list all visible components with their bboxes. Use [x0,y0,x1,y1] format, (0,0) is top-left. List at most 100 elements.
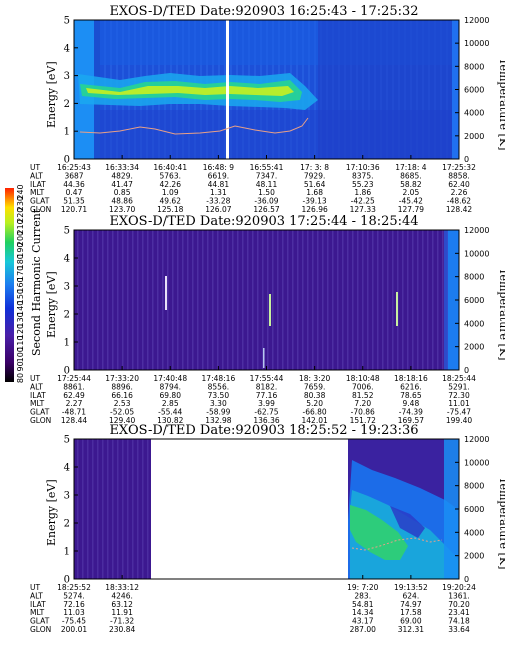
y-tick-label: 3 [64,491,70,502]
y-tick-label: 5 [64,16,70,27]
orbit-row-label: GLAT [30,617,50,626]
colorbar-tick-label: 210 [16,219,25,234]
panel-3-right-ticks: 0 2000 4000 6000 8000 10000 12000 [455,435,489,584]
orbit-value: 72.16 [63,600,85,609]
panel-3-spectrogram [74,439,459,579]
orbit-row-label: ALT [30,382,43,391]
orbit-value: 42.26 [160,180,182,189]
orbit-value: 127.33 [350,205,376,214]
ut-tick-label: 19: 7:20 [347,583,379,592]
right-tick-label: 6000 [464,86,484,95]
y-tick-label: 4 [64,43,70,54]
orbit-row-label: ILAT [30,600,46,609]
orbit-value: 128.44 [61,416,87,425]
orbit-value: 2.85 [162,399,179,408]
orbit-value: 3.30 [210,399,227,408]
orbit-value: 120.71 [61,205,87,214]
panel-1-spectrogram [74,20,459,159]
orbit-value: 7.20 [354,399,371,408]
panel-2-spike-4 [263,348,265,368]
y-tick-label: 3 [64,282,70,293]
colorbar-tick-label: 220 [16,208,25,223]
orbit-value: 74.97 [400,600,422,609]
orbit-value: 3687 [64,171,83,180]
panel-2-y-ticks: 0 1 2 3 4 5 [64,226,78,377]
panel-2-right-edge-inner [444,230,448,370]
orbit-value: 43.17 [352,617,374,626]
right-tick-label: 0 [464,575,469,584]
orbit-row-label: UT [30,374,40,383]
orbit-row-label: GLON [30,416,51,425]
orbit-value: 6216. [400,382,421,391]
right-tick-label: 2000 [464,552,484,561]
orbit-value: 54.81 [352,600,374,609]
orbit-value: 11.01 [448,399,470,408]
orbit-value: 8182. [256,382,277,391]
orbit-value: 7006. [352,382,373,391]
right-tick-label: 6000 [464,296,484,305]
orbit-value: 44.36 [63,180,85,189]
orbit-value: 4829. [111,171,132,180]
orbit-value: 0.47 [66,188,83,197]
orbit-value: 1361. [448,591,469,600]
orbit-value: 624. [403,591,420,600]
orbit-value: 48.86 [111,197,133,206]
panel-2-background [74,230,459,370]
orbit-value: 58.82 [400,180,422,189]
right-tick-label: 8000 [464,62,484,71]
orbit-value: 81.52 [352,391,374,400]
orbit-row-label: UT [30,163,40,172]
orbit-value: 3.99 [258,399,275,408]
panel-1-y-ticks: 0 1 2 3 4 5 [64,16,78,166]
colorbar-tick-label: 190 [16,242,25,257]
y-tick-label: 5 [64,435,70,446]
orbit-row-label: ILAT [30,391,46,400]
orbit-value: 41.47 [111,180,133,189]
orbit-value: 126.96 [302,205,328,214]
y-tick-label: 3 [64,71,70,82]
orbit-row-label: ALT [30,591,43,600]
colorbar-label: Second Harmonic Current [30,208,43,356]
right-tick-label: 10000 [464,458,489,467]
orbit-value: 2.27 [66,399,83,408]
ut-tick-label: 17:48:16 [202,374,236,383]
orbit-value: 49.62 [160,197,182,206]
panel-1-ylabel: Energy [eV] [45,61,58,128]
orbit-value: 14.34 [352,608,374,617]
panel-1-right-ticks: 0 2000 4000 6000 8000 10000 12000 [455,16,489,164]
orbit-value: -70.86 [351,408,375,417]
ut-tick-label: 17:25:32 [442,163,476,172]
orbit-value: 5.20 [306,399,323,408]
orbit-value: 70.20 [448,600,470,609]
ut-tick-label: 16:48: 9 [203,163,235,172]
right-tick-label: 6000 [464,505,484,514]
orbit-value: 69.80 [160,391,182,400]
orbit-value: 1.86 [354,188,371,197]
ut-tick-label: 17:10:36 [346,163,380,172]
panel-2-spike-2 [269,294,271,326]
y-tick-label: 2 [64,310,70,321]
orbit-value: 200.01 [61,625,87,634]
panel-3-gap [151,439,348,579]
ut-tick-label: 17:40:48 [153,374,187,383]
orbit-value: 55.23 [352,180,374,189]
right-tick-label: 4000 [464,109,484,118]
orbit-value: 126.07 [205,205,231,214]
panel-3-orbit-table: UTALTILATMLTGLATGLON18:25:525274.72.1611… [30,575,476,634]
orbit-value: -45.42 [399,197,423,206]
orbit-value: 73.50 [208,391,230,400]
panel-1-temperature-trace [79,117,309,135]
orbit-value: 74.18 [448,617,470,626]
right-tick-label: 4000 [464,528,484,537]
orbit-value: 8375. [352,171,373,180]
y-tick-label: 5 [64,226,70,237]
y-tick-label: 0 [64,575,70,586]
panel-3-title: EXOS-D/TED Date:920903 18:25:52 - 19:23:… [109,423,418,438]
orbit-value: 23.41 [448,608,470,617]
orbit-value: 78.65 [400,391,422,400]
orbit-row-label: GLON [30,205,51,214]
ut-tick-label: 16:40:41 [153,163,187,172]
orbit-value: 169.57 [398,416,424,425]
ut-tick-label: 18:33:12 [105,583,139,592]
colorbar: 2402302202102001901801701601501401301201… [5,184,43,383]
